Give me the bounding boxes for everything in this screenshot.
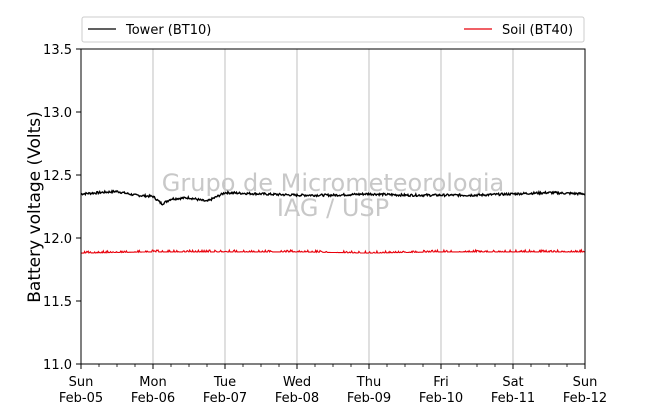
- x-tick-label-day: Sun: [69, 375, 94, 390]
- y-tick-label: 13.5: [43, 43, 72, 58]
- x-tick-label-date: Feb-06: [131, 391, 175, 406]
- legend: Tower (BT10) Soil (BT40): [81, 16, 585, 43]
- y-axis: 11.0 11.5 12.0 12.5 13.0 13.5: [43, 43, 81, 373]
- series-line-tower: [80, 189, 586, 206]
- x-tick-label-day: Sat: [502, 375, 523, 390]
- grid-lines: [152, 49, 514, 364]
- watermark: Grupo de Micrometeorologia IAG / USP: [162, 169, 504, 222]
- x-tick-label-date: Feb-05: [59, 391, 103, 406]
- x-tick-label-day: Mon: [139, 375, 166, 390]
- legend-label-soil: Soil (BT40): [502, 23, 573, 38]
- x-tick-label-date: Feb-09: [347, 391, 391, 406]
- watermark-line-1: Grupo de Micrometeorologia: [162, 169, 504, 197]
- x-tick-label-day: Fri: [433, 375, 449, 390]
- y-tick-label: 12.5: [43, 169, 72, 184]
- y-tick-label: 11.5: [43, 295, 72, 310]
- x-tick-label-day: Wed: [283, 375, 311, 390]
- x-tick-label-date: Feb-12: [563, 391, 607, 406]
- y-tick-label: 13.0: [43, 106, 72, 121]
- x-tick-label-date: Feb-08: [275, 391, 319, 406]
- y-axis-title: Battery voltage (Volts): [25, 111, 45, 302]
- x-axis: SunFeb-05MonFeb-06TueFeb-07WedFeb-08ThuF…: [59, 364, 607, 406]
- x-tick-label-day: Thu: [356, 375, 381, 390]
- series-lines: [80, 189, 586, 255]
- watermark-line-2: IAG / USP: [277, 194, 389, 222]
- x-tick-label-day: Sun: [573, 375, 598, 390]
- series-line-soil: [81, 248, 586, 255]
- x-tick-label-date: Feb-07: [203, 391, 247, 406]
- x-tick-label-date: Feb-10: [419, 391, 463, 406]
- x-tick-label-day: Tue: [213, 375, 236, 390]
- x-tick-label-date: Feb-11: [491, 391, 535, 406]
- legend-label-tower: Tower (BT10): [125, 23, 211, 38]
- legend-box: [81, 16, 585, 43]
- y-tick-label: 12.0: [43, 232, 72, 247]
- y-tick-label: 11.0: [43, 358, 72, 373]
